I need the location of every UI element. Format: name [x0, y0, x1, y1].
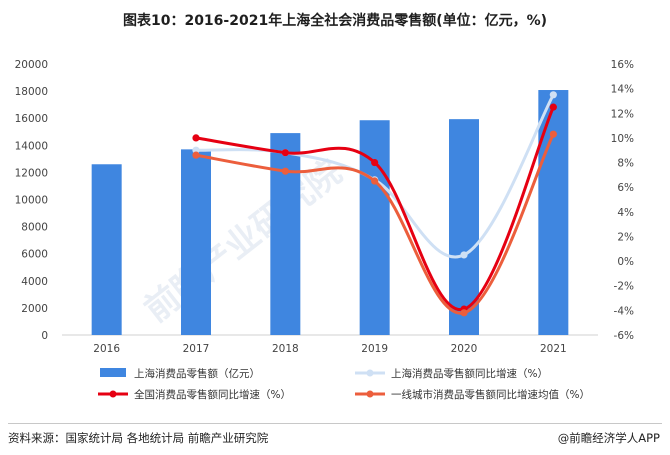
legend-marker-1 — [366, 369, 374, 377]
source-note: 资料来源：国家统计局 各地统计局 前瞻产业研究院 — [8, 431, 269, 445]
chart-title: 图表10：2016-2021年上海全社会消费品零售额(单位：亿元，%) — [122, 13, 548, 29]
bar-2019 — [359, 120, 390, 335]
y-left-tick-label: 14000 — [15, 140, 48, 152]
x-tick-label: 2019 — [361, 343, 388, 355]
legend-label-2: 全国消费品零售额同比增速（%） — [134, 388, 291, 401]
legend-marker-2 — [109, 390, 117, 398]
y-left-tick-label: 12000 — [15, 167, 48, 179]
line-point-3-2021 — [549, 130, 557, 138]
bar-2020 — [449, 119, 479, 335]
y-left-tick-label: 20000 — [15, 59, 48, 71]
line-point-1-2017 — [192, 146, 200, 154]
y-right-tick-label: 0% — [617, 256, 634, 268]
y-right-tick-label: 12% — [611, 108, 634, 120]
watermark: 前瞻产业研究院 — [137, 152, 349, 330]
y-left-tick-label: 8000 — [21, 222, 48, 234]
y-left-tick-label: 0 — [41, 330, 48, 342]
y-right-tick-label: 10% — [611, 133, 634, 145]
legend-label-1: 上海消费品零售额同比增速（%） — [391, 367, 548, 380]
y-left-tick-label: 4000 — [21, 276, 48, 288]
y-left-tick-label: 2000 — [21, 303, 48, 315]
y-left-tick-label: 6000 — [21, 249, 48, 261]
line-point-1-2021 — [549, 91, 557, 99]
line-series-2 — [194, 105, 555, 311]
x-tick-label: 2017 — [183, 343, 210, 355]
line-point-3-2020 — [460, 309, 468, 317]
y-right-tick-label: 6% — [617, 182, 634, 194]
legend-label-3: 一线城市消费品零售额同比增速均值（%） — [391, 388, 590, 401]
bar-2016 — [91, 164, 122, 335]
x-tick-label: 2020 — [451, 343, 478, 355]
line-point-3-2019 — [371, 177, 379, 185]
y-left-tick-label: 16000 — [15, 113, 48, 125]
line-point-2-2019 — [371, 158, 379, 167]
chart-canvas: 前瞻产业研究院 0 2000 4000 6000 8000 10000 12000 14000 1… — [15, 59, 634, 401]
line-point-3-2018 — [281, 167, 289, 175]
y-right-tick-label: -2% — [614, 281, 634, 293]
y-right-tick-label: 8% — [617, 158, 634, 170]
line-series-3 — [194, 132, 555, 315]
line-point-1-2020 — [460, 251, 468, 259]
footer-divider — [8, 423, 662, 424]
y-right-tick-label: -6% — [614, 330, 634, 342]
x-tick-label: 2016 — [93, 343, 120, 355]
line-point-2-2021 — [549, 103, 557, 111]
line-point-2-2018 — [281, 149, 289, 157]
y-right-tick-label: 16% — [611, 59, 634, 71]
legend-swatch-0 — [100, 368, 126, 377]
y-right-tick-label: 14% — [611, 84, 634, 96]
y-left-tick-label: 10000 — [15, 195, 48, 207]
legend-label-0: 上海消费品零售额（亿元） — [134, 367, 260, 380]
y-right-tick-label: -4% — [614, 305, 634, 317]
bar-2018 — [270, 133, 301, 335]
y-right-tick-label: 4% — [617, 207, 634, 219]
bar-2021 — [538, 90, 569, 336]
y-right-tick-label: 2% — [617, 231, 634, 243]
line-point-3-2017 — [192, 151, 200, 159]
x-tick-label: 2018 — [272, 343, 299, 355]
bar-2017 — [181, 149, 211, 335]
line-point-2-2017 — [192, 134, 200, 142]
y-left-tick-label: 18000 — [15, 86, 48, 98]
legend-marker-3 — [366, 390, 374, 398]
x-tick-label: 2021 — [540, 343, 567, 355]
brand-credit: @前瞻经济学人APP — [557, 431, 660, 445]
